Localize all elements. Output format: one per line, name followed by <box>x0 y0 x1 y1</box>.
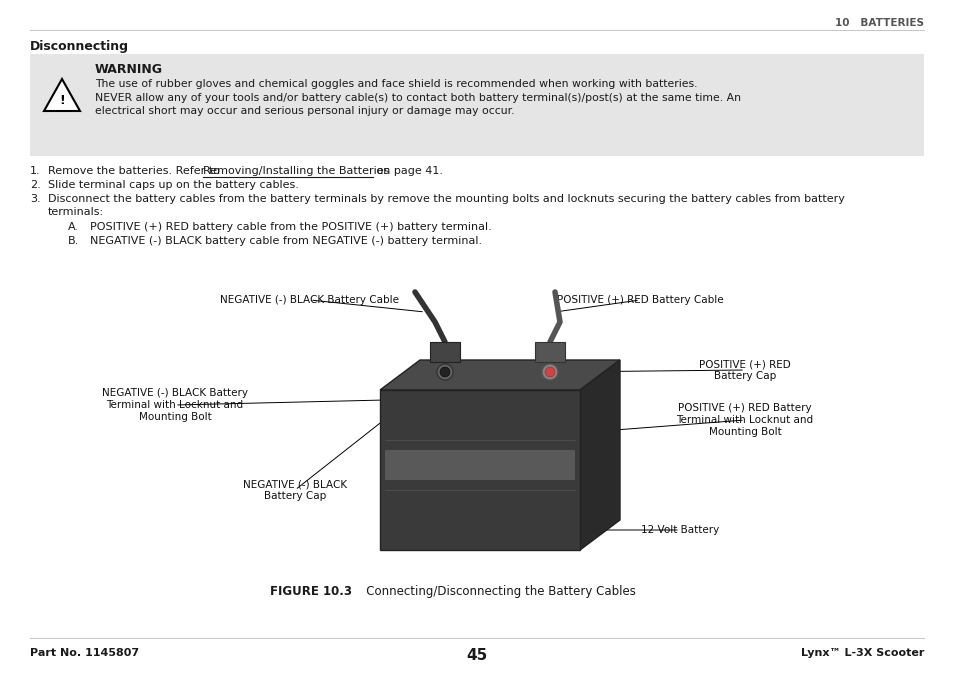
Bar <box>535 342 564 362</box>
Circle shape <box>436 364 453 380</box>
Text: POSITIVE (+) RED Battery Cable: POSITIVE (+) RED Battery Cable <box>557 295 722 305</box>
Text: POSITIVE (+) RED Battery
Terminal with Locknut and
Mounting Bolt: POSITIVE (+) RED Battery Terminal with L… <box>676 404 813 437</box>
Text: NEVER allow any of your tools and/or battery cable(s) to contact both battery te: NEVER allow any of your tools and/or bat… <box>95 93 740 103</box>
Bar <box>30 54 923 156</box>
Circle shape <box>544 367 555 377</box>
Text: The use of rubber gloves and chemical goggles and face shield is recommended whe: The use of rubber gloves and chemical go… <box>95 79 697 89</box>
Text: A.: A. <box>68 222 79 232</box>
Text: NEGATIVE (-) BLACK Battery Cable: NEGATIVE (-) BLACK Battery Cable <box>220 295 399 305</box>
Text: Disconnecting: Disconnecting <box>30 40 129 53</box>
Text: electrical short may occur and serious personal injury or damage may occur.: electrical short may occur and serious p… <box>95 106 514 116</box>
Text: 2.: 2. <box>30 180 41 190</box>
Circle shape <box>439 367 450 377</box>
Text: B.: B. <box>68 236 79 246</box>
Text: POSITIVE (+) RED battery cable from the POSITIVE (+) battery terminal.: POSITIVE (+) RED battery cable from the … <box>90 222 491 232</box>
Text: 45: 45 <box>466 648 487 663</box>
Text: Disconnect the battery cables from the battery terminals by remove the mounting : Disconnect the battery cables from the b… <box>48 194 844 204</box>
Bar <box>379 390 579 550</box>
Text: terminals:: terminals: <box>48 207 104 217</box>
Text: WARNING: WARNING <box>95 63 163 76</box>
Text: Lynx™ L-3X Scooter: Lynx™ L-3X Scooter <box>800 648 923 658</box>
Text: NEGATIVE (-) BLACK
Battery Cap: NEGATIVE (-) BLACK Battery Cap <box>243 479 347 501</box>
Polygon shape <box>44 79 80 111</box>
Circle shape <box>541 364 558 380</box>
Text: 3.: 3. <box>30 194 41 204</box>
Bar <box>385 450 575 480</box>
Text: !: ! <box>59 94 65 106</box>
Text: FIGURE 10.3: FIGURE 10.3 <box>270 585 352 598</box>
Text: Slide terminal caps up on the battery cables.: Slide terminal caps up on the battery ca… <box>48 180 298 190</box>
Polygon shape <box>579 360 619 550</box>
Text: on page 41.: on page 41. <box>373 166 442 176</box>
Text: NEGATIVE (-) BLACK Battery
Terminal with Locknut and
Mounting Bolt: NEGATIVE (-) BLACK Battery Terminal with… <box>102 388 248 422</box>
Text: Part No. 1145807: Part No. 1145807 <box>30 648 139 658</box>
Text: 1.: 1. <box>30 166 41 176</box>
Polygon shape <box>379 360 619 390</box>
Text: Connecting/Disconnecting the Battery Cables: Connecting/Disconnecting the Battery Cab… <box>355 585 636 598</box>
Text: Removing/Installing the Batteries: Removing/Installing the Batteries <box>203 166 389 176</box>
Bar <box>430 342 459 362</box>
Text: POSITIVE (+) RED
Battery Cap: POSITIVE (+) RED Battery Cap <box>699 359 790 381</box>
Text: NEGATIVE (-) BLACK battery cable from NEGATIVE (-) battery terminal.: NEGATIVE (-) BLACK battery cable from NE… <box>90 236 481 246</box>
Text: 12 Volt Battery: 12 Volt Battery <box>640 525 719 535</box>
Text: Remove the batteries. Refer to: Remove the batteries. Refer to <box>48 166 223 176</box>
Text: 10   BATTERIES: 10 BATTERIES <box>834 18 923 28</box>
